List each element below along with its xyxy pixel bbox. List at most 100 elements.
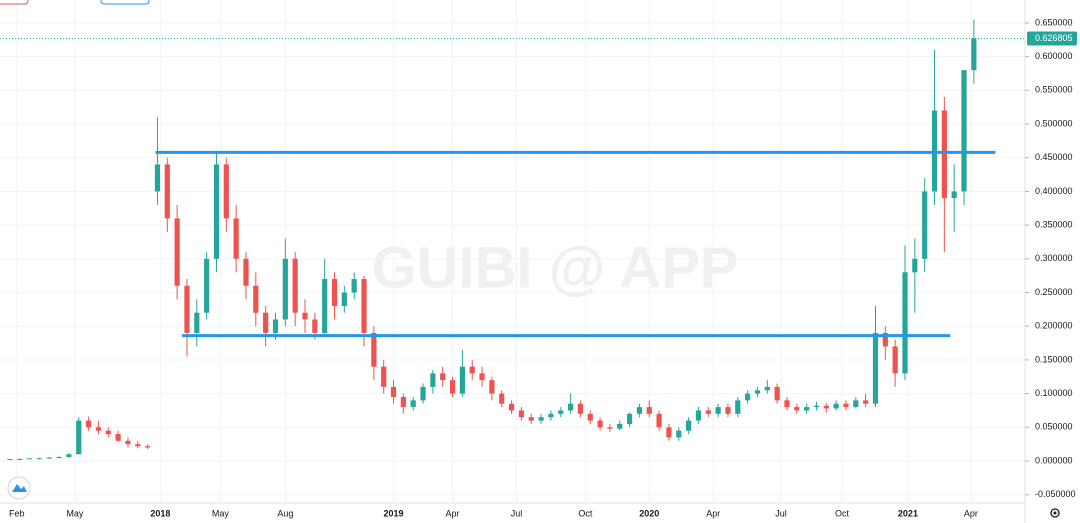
- candle-body: [459, 366, 465, 394]
- candle-body: [784, 400, 790, 408]
- y-tick-label: 0.450000: [1035, 152, 1073, 162]
- candle-body: [754, 390, 761, 394]
- candle-body: [135, 444, 141, 447]
- candle-body: [774, 386, 780, 401]
- x-tick-label: Apr: [446, 508, 460, 518]
- candle-body: [253, 285, 259, 313]
- y-tick-label: 0.650000: [1035, 17, 1073, 27]
- candle-body: [607, 427, 613, 429]
- candle-body: [95, 427, 102, 431]
- candle-body: [489, 380, 495, 394]
- x-tick-label: Apr: [964, 508, 978, 518]
- x-tick-label: Oct: [835, 508, 850, 518]
- candle-body: [371, 332, 377, 367]
- y-tick-label: 0.550000: [1035, 85, 1073, 95]
- candle-body: [145, 446, 151, 448]
- candle-body: [105, 430, 111, 435]
- candle-body: [863, 400, 869, 404]
- candle-body: [115, 434, 121, 441]
- x-tick-label: 2018: [150, 508, 170, 518]
- candle-body: [154, 164, 161, 192]
- candle-body: [666, 427, 672, 438]
- plot: [0, 19, 1025, 460]
- candle-body: [518, 410, 524, 418]
- y-tick-label: 0.400000: [1035, 186, 1073, 196]
- candle-body: [636, 407, 643, 414]
- x-tick-label: May: [66, 508, 84, 518]
- candle-body: [902, 272, 908, 374]
- candle-body: [853, 400, 859, 408]
- candle-body: [941, 110, 947, 199]
- candle-body: [961, 70, 967, 192]
- candle-body: [341, 292, 347, 306]
- x-tick-label: Feb: [9, 508, 25, 518]
- candle-body: [36, 458, 43, 460]
- candle-body: [577, 403, 584, 414]
- candle-body: [912, 258, 918, 273]
- candle-body: [302, 312, 308, 320]
- candle-body: [272, 319, 279, 333]
- y-tick-label: 0.500000: [1035, 118, 1073, 128]
- candle-body: [528, 417, 534, 421]
- x-tick-label: May: [212, 508, 230, 518]
- candle-body: [804, 407, 810, 411]
- candle-body: [705, 410, 711, 414]
- watermark: GUIBI @ APP: [371, 235, 738, 300]
- candle-body: [7, 458, 13, 460]
- candle-body: [971, 38, 977, 71]
- candle-body: [745, 393, 751, 401]
- candle-body: [66, 454, 72, 457]
- candle-body: [312, 319, 318, 333]
- candle-body: [823, 405, 829, 409]
- candle-body: [764, 386, 770, 391]
- y-tick-label: 0.000000: [1035, 455, 1073, 465]
- candle-body: [686, 420, 692, 431]
- candle-body: [204, 258, 210, 313]
- candle-body: [223, 164, 229, 219]
- candle-body: [125, 440, 131, 445]
- candle-body: [174, 218, 180, 286]
- candle-body: [292, 258, 298, 313]
- button[interactable]: [0, 0, 29, 5]
- candle-body: [440, 373, 446, 381]
- candle-body: [410, 400, 416, 408]
- candle-body: [715, 407, 721, 414]
- candle-body: [626, 413, 633, 424]
- candle-body: [351, 279, 357, 293]
- y-tick-label: 0.100000: [1035, 388, 1073, 398]
- candle-body: [735, 400, 741, 414]
- y-tick-label: 0.250000: [1035, 287, 1073, 297]
- candle-body: [243, 258, 249, 286]
- y-tick-label: 0.050000: [1035, 422, 1073, 432]
- y-tick-label: 0.200000: [1035, 321, 1073, 331]
- settings-icon: [1050, 508, 1060, 518]
- button[interactable]: [100, 0, 150, 5]
- candle-body: [420, 386, 426, 401]
- logo-icon: [12, 484, 27, 492]
- candle-body: [813, 405, 820, 408]
- candle-body: [695, 410, 702, 421]
- candle-body: [46, 457, 52, 459]
- candle-body: [892, 346, 898, 374]
- candle-body: [725, 407, 731, 414]
- candle-body: [56, 456, 62, 458]
- settings-button[interactable]: [1050, 508, 1060, 518]
- candle-body: [548, 413, 554, 418]
- last-price-tag: [1027, 31, 1077, 46]
- candle-body: [390, 386, 397, 397]
- y-tick-label: 0.150000: [1035, 354, 1073, 364]
- x-tick-label: Apr: [706, 508, 720, 518]
- candle-body: [499, 393, 505, 404]
- candle-body: [282, 258, 288, 320]
- candle-body: [951, 191, 957, 199]
- x-tick-label: Aug: [277, 508, 293, 518]
- candle-body: [656, 413, 662, 428]
- candle-body: [381, 366, 387, 387]
- candle-body: [587, 413, 593, 421]
- candle-body: [26, 458, 33, 460]
- grid: [0, 0, 1025, 503]
- x-tick-label: 2021: [898, 508, 918, 518]
- last-price-label: 0.626805: [1035, 33, 1073, 43]
- candle-body: [833, 403, 839, 409]
